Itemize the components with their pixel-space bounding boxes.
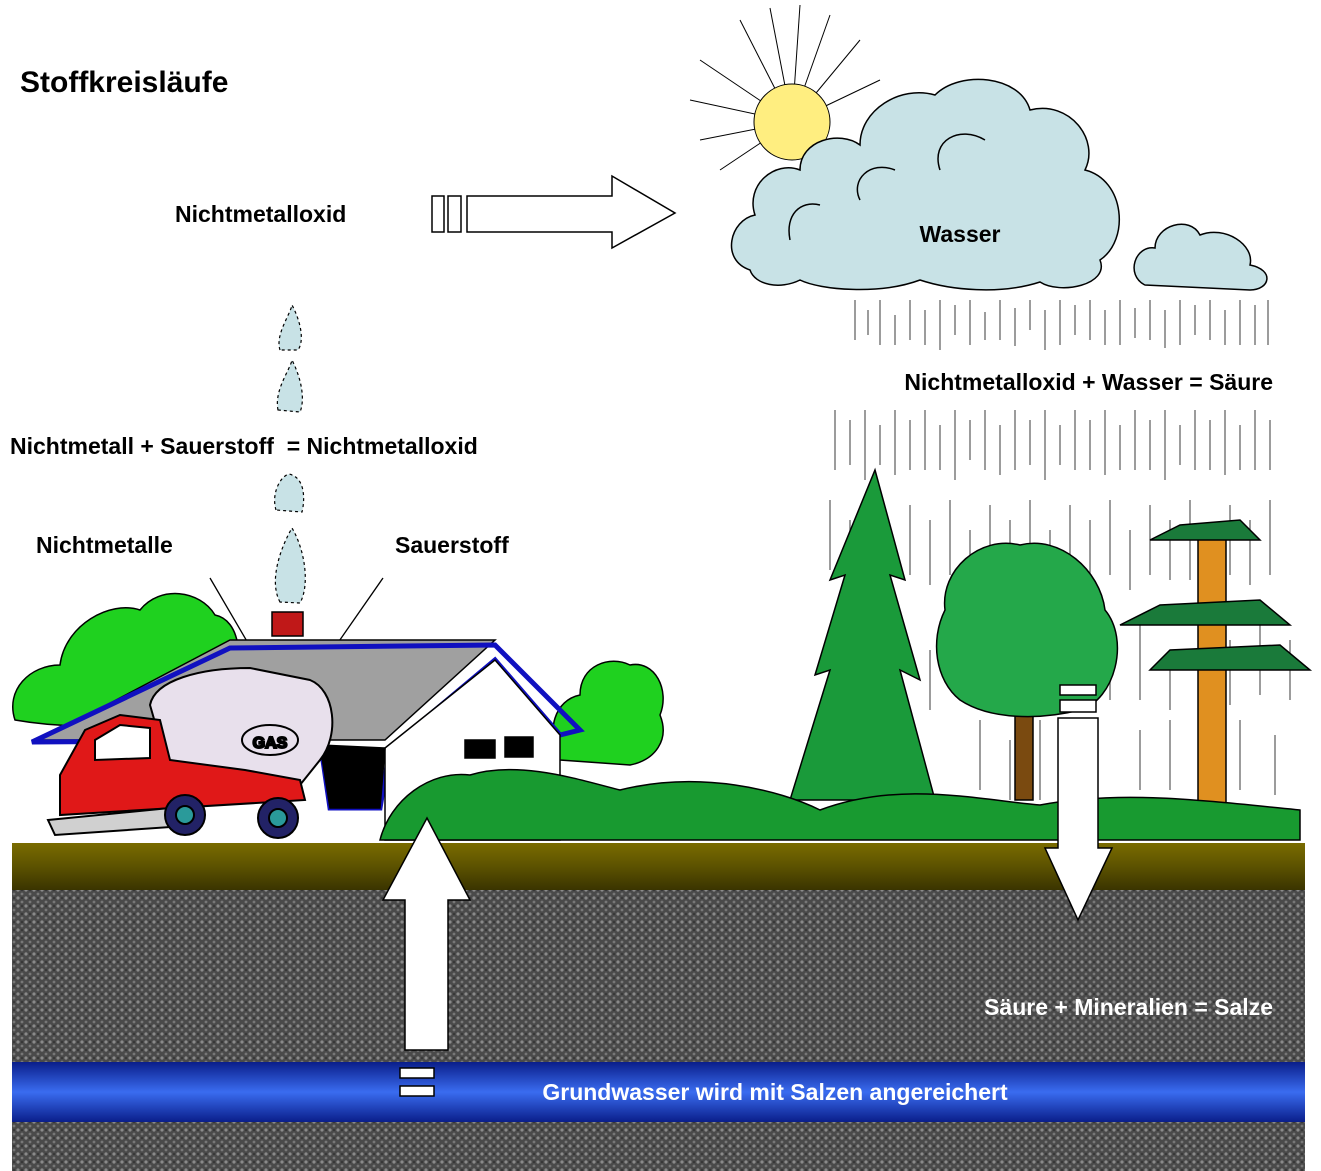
diagram: Stoffkreisläufe Nichtmetalloxid Wasser N… <box>0 0 1321 1171</box>
label: Nichtmetall + Sauerstoff = Nichtmetallox… <box>10 433 478 459</box>
soil <box>12 890 1305 1171</box>
label: Nichtmetalloxid <box>175 201 346 227</box>
label: Säure + Mineralien = Salze <box>984 994 1273 1020</box>
arrow-right <box>432 176 675 248</box>
label: Nichtmetalloxid + Wasser = Säure <box>904 369 1273 395</box>
title: Stoffkreisläufe <box>20 66 228 99</box>
tank-label: GAS <box>253 735 288 752</box>
label: Sauerstoff <box>395 532 509 558</box>
label: Wasser <box>920 221 1001 247</box>
label: Grundwasser wird mit Salzen angereichert <box>542 1079 1008 1105</box>
label: Nichtmetalle <box>36 532 173 558</box>
page: Stoffkreisläufe Nichtmetalloxid Wasser N… <box>0 0 1321 1171</box>
